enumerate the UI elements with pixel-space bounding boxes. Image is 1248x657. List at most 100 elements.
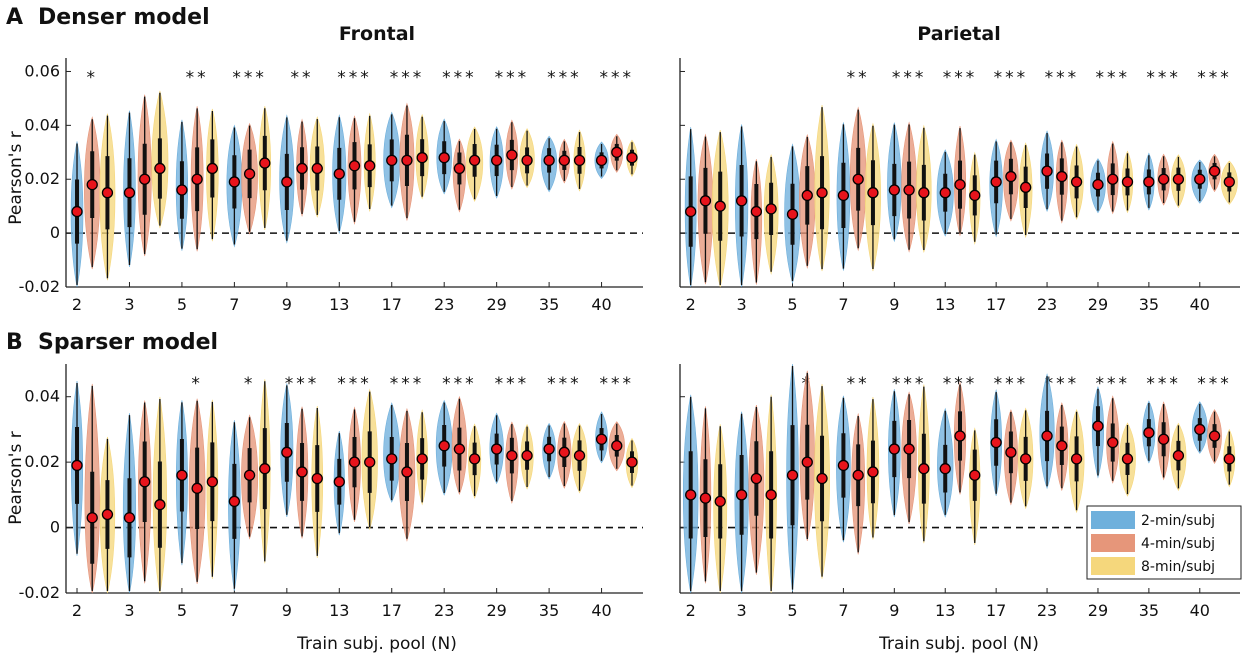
x-tick-label: 17	[382, 295, 402, 314]
x-tick-label: 13	[329, 295, 349, 314]
x-tick-label: 9	[282, 601, 292, 620]
median-point	[101, 508, 114, 521]
median-point	[348, 160, 361, 172]
legend-swatch-8min	[1091, 557, 1135, 575]
x-tick-label: 9	[282, 295, 292, 314]
x-tick-label: 3	[124, 295, 134, 314]
x-tick-label: 29	[1088, 601, 1108, 620]
x-tick-label: 13	[935, 295, 955, 314]
significance-marker: ***	[1197, 374, 1232, 394]
significance-marker: ***	[390, 68, 425, 88]
median-point	[1020, 181, 1032, 193]
median-point	[71, 459, 83, 472]
x-tick-label: 35	[539, 601, 559, 620]
median-point	[243, 469, 256, 481]
significance-marker: ***	[892, 68, 927, 88]
y-axis-label-bottom: Pearson's r	[6, 431, 26, 524]
median-point	[735, 195, 748, 207]
median-point	[1005, 170, 1017, 183]
y-tick-label: -0.02	[19, 583, 60, 602]
median-point	[685, 489, 697, 501]
median-point	[386, 453, 398, 465]
significance-marker: ***	[390, 374, 425, 394]
x-tick-label: 23	[434, 601, 454, 620]
median-point	[101, 187, 114, 199]
significance-marker: ***	[1045, 68, 1080, 88]
median-point	[954, 430, 966, 442]
median-point	[1223, 176, 1235, 188]
x-tick-label: 29	[486, 601, 506, 620]
x-tick-label: 9	[889, 601, 899, 620]
median-point	[243, 168, 256, 180]
median-point	[1223, 453, 1235, 465]
x-tick-label: 7	[229, 295, 239, 314]
median-point	[837, 189, 850, 202]
median-point	[86, 512, 98, 524]
median-point	[903, 443, 915, 455]
median-point	[1056, 440, 1068, 452]
x-axis-label-left: Train subj. pool (N)	[296, 634, 457, 654]
median-point	[714, 200, 726, 212]
median-point	[386, 154, 398, 167]
median-point	[228, 176, 241, 188]
legend-label-8min: 8-min/subj	[1141, 559, 1215, 575]
x-tick-label: 3	[124, 601, 134, 620]
median-point	[1208, 430, 1221, 442]
x-tick-label: 3	[737, 601, 747, 620]
median-point	[786, 469, 799, 481]
panel-a-title: Denser model	[38, 5, 210, 30]
y-tick-label: 0	[50, 518, 60, 537]
x-tick-label: 2	[72, 295, 82, 314]
median-point	[453, 443, 466, 455]
significance-marker: ***	[1045, 374, 1080, 394]
median-point	[1194, 173, 1206, 185]
x-tick-label: 7	[838, 295, 848, 314]
median-point	[558, 154, 570, 167]
median-point	[281, 176, 293, 188]
median-point	[735, 489, 748, 501]
x-tick-label: 5	[787, 295, 797, 314]
significance-marker: ***	[495, 374, 530, 394]
x-tick-label: 17	[382, 601, 402, 620]
median-point	[506, 449, 518, 462]
median-point	[1172, 449, 1185, 462]
median-point	[259, 157, 271, 169]
median-point	[595, 154, 608, 167]
significance-marker: ***	[1197, 68, 1232, 88]
median-point	[1172, 173, 1185, 185]
median-point	[521, 449, 533, 462]
median-point	[1041, 430, 1053, 442]
median-point	[699, 195, 712, 207]
significance-marker: ***	[442, 374, 477, 394]
median-point	[191, 173, 203, 185]
median-point	[296, 162, 308, 175]
significance-marker: *	[191, 374, 203, 394]
median-point	[1070, 453, 1083, 465]
median-point	[969, 469, 981, 481]
median-point	[1107, 173, 1119, 185]
x-tick-label: 3	[737, 295, 747, 314]
significance-marker: ***	[442, 68, 477, 88]
x-tick-label: 9	[889, 295, 899, 314]
panel-b-header: B Sparser model	[6, 330, 218, 355]
median-point	[348, 456, 361, 468]
x-tick-label: 13	[329, 601, 349, 620]
x-tick-label: 2	[686, 295, 696, 314]
median-point	[154, 162, 166, 175]
median-point	[852, 469, 864, 481]
median-point	[611, 146, 623, 158]
legend-swatch-2min	[1091, 511, 1135, 529]
significance-marker: ***	[337, 68, 372, 88]
median-point	[364, 456, 376, 468]
legend-swatch-4min	[1091, 534, 1135, 552]
median-point	[521, 154, 533, 167]
median-point	[990, 436, 1002, 449]
x-tick-label: 29	[1088, 295, 1108, 314]
x-tick-label: 23	[1037, 295, 1057, 314]
significance-marker: ***	[943, 374, 978, 394]
median-point	[86, 178, 98, 191]
median-point	[1070, 176, 1083, 188]
median-point	[139, 173, 151, 185]
